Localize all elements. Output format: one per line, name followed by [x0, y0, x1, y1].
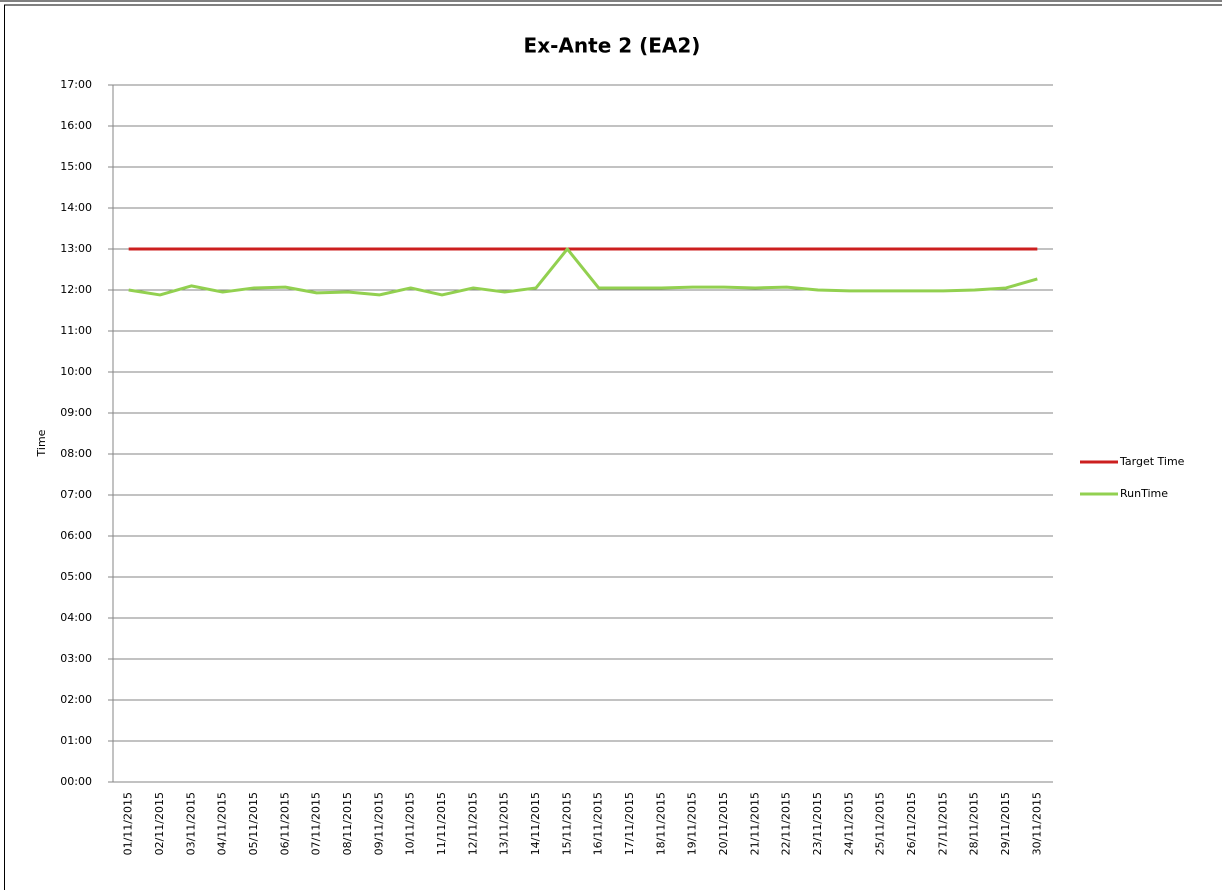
- x-tick-label: 14/11/2015: [529, 792, 542, 855]
- x-tick-label: 29/11/2015: [999, 792, 1012, 855]
- y-tick-label: 07:00: [60, 488, 92, 501]
- y-tick-label: 01:00: [60, 734, 92, 747]
- x-tick-label: 16/11/2015: [592, 792, 605, 855]
- y-tick-label: 02:00: [60, 693, 92, 706]
- series-line: [128, 247, 1038, 297]
- y-tick-label: 14:00: [60, 201, 92, 214]
- x-tick-label: 13/11/2015: [498, 792, 511, 855]
- chart-title: Ex-Ante 2 (EA2): [524, 34, 701, 58]
- x-tick-label: 01/11/2015: [122, 792, 135, 855]
- y-tick-label: 17:00: [60, 78, 92, 91]
- x-tick-label: 30/11/2015: [1030, 792, 1043, 855]
- y-tick-label: 04:00: [60, 611, 92, 624]
- x-tick-label: 09/11/2015: [372, 792, 385, 855]
- x-tick-label: 25/11/2015: [874, 792, 887, 855]
- x-tick-label: 07/11/2015: [310, 792, 323, 855]
- x-tick-label: 08/11/2015: [341, 792, 354, 855]
- y-tick-label: 09:00: [60, 406, 92, 419]
- x-tick-label: 24/11/2015: [842, 792, 855, 855]
- x-tick-label: 11/11/2015: [435, 792, 448, 855]
- x-tick-label: 12/11/2015: [466, 792, 479, 855]
- y-tick-label: 00:00: [60, 775, 92, 788]
- x-tick-label: 19/11/2015: [686, 792, 699, 855]
- x-tick-label: 03/11/2015: [184, 792, 197, 855]
- x-tick-label: 21/11/2015: [748, 792, 761, 855]
- y-tick-label: 12:00: [60, 283, 92, 296]
- x-tick-label: 20/11/2015: [717, 792, 730, 855]
- y-tick-label: 05:00: [60, 570, 92, 583]
- x-tick-label: 28/11/2015: [968, 792, 981, 855]
- x-tick-label: 02/11/2015: [153, 792, 166, 855]
- y-tick-label: 15:00: [60, 160, 92, 173]
- y-tick-label: 03:00: [60, 652, 92, 665]
- y-tick-label: 10:00: [60, 365, 92, 378]
- y-tick-label: 08:00: [60, 447, 92, 460]
- x-tick-label: 27/11/2015: [936, 792, 949, 855]
- x-tick-label: 17/11/2015: [623, 792, 636, 855]
- x-tick-label: 23/11/2015: [811, 792, 824, 855]
- x-tick-label: 06/11/2015: [278, 792, 291, 855]
- legend-label: RunTime: [1120, 487, 1168, 500]
- x-tick-label: 05/11/2015: [247, 792, 260, 855]
- x-tick-label: 22/11/2015: [780, 792, 793, 855]
- legend-label: Target Time: [1119, 455, 1185, 468]
- y-tick-label: 13:00: [60, 242, 92, 255]
- y-tick-label: 11:00: [60, 324, 92, 337]
- y-tick-label: 06:00: [60, 529, 92, 542]
- x-tick-label: 18/11/2015: [654, 792, 667, 855]
- x-tick-label: 04/11/2015: [216, 792, 229, 855]
- y-tick-label: 16:00: [60, 119, 92, 132]
- x-tick-label: 15/11/2015: [560, 792, 573, 855]
- x-tick-label: 26/11/2015: [905, 792, 918, 855]
- y-axis-label: Time: [35, 429, 48, 457]
- x-tick-label: 10/11/2015: [404, 792, 417, 855]
